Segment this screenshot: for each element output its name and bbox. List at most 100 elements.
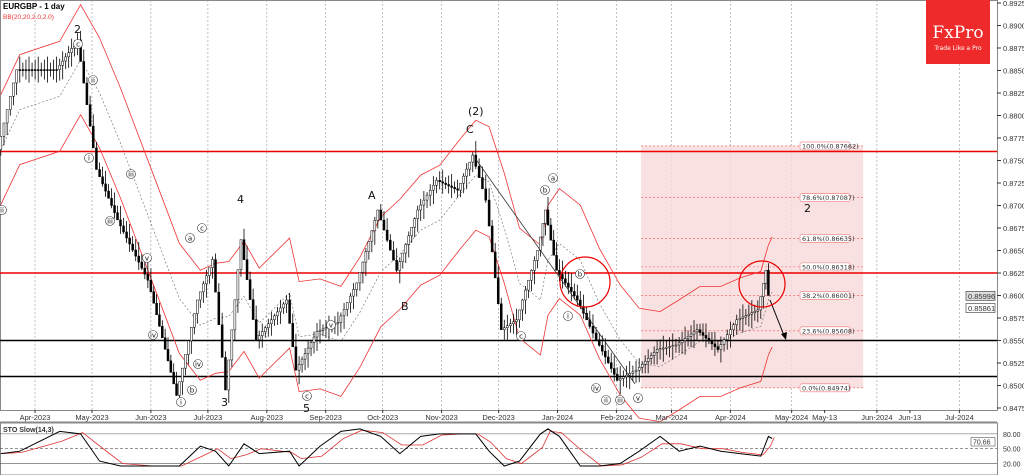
fib-level-label: 23.6%(0.85608): [802, 327, 855, 335]
candle-body: [285, 299, 288, 305]
x-tick-label: Mar-2024: [655, 413, 687, 422]
wave-label: B: [401, 300, 409, 313]
candle-body: [306, 347, 310, 354]
candle-body: [530, 270, 533, 281]
circled-wave-label: iii: [128, 171, 134, 179]
candle-body: [119, 219, 122, 227]
candle-body: [493, 251, 497, 279]
wave-circle: [0, 205, 7, 215]
candle-body: [282, 303, 285, 309]
candle-body: [541, 223, 545, 238]
candle-body: [64, 56, 67, 62]
candle-body: [373, 220, 377, 232]
x-tick-label: May-2023: [75, 413, 108, 422]
candle-body: [604, 350, 607, 358]
x-tick-label: Oct-2023: [367, 413, 398, 422]
fxpro-logo: FxPro Trade Like a Pro: [926, 0, 990, 64]
candle-body: [134, 249, 137, 257]
candle-body: [413, 218, 416, 228]
candle-body: [456, 188, 459, 191]
candle-body: [273, 315, 276, 321]
candle-body: [110, 198, 113, 206]
candle-body: [524, 289, 527, 301]
wave-circle: [185, 233, 195, 243]
fib-label-box: [799, 326, 851, 336]
candle-body: [698, 329, 702, 333]
x-tick-label: Dec-2023: [482, 413, 515, 422]
candle-body: [546, 209, 550, 226]
candle-body: [242, 239, 246, 260]
candle-body: [0, 136, 3, 150]
candle-body: [297, 364, 301, 371]
logo-tagline: Trade Like a Pro: [933, 45, 982, 52]
circled-wave-label: c: [519, 333, 523, 341]
candle-body: [716, 346, 720, 350]
candle-body: [683, 338, 687, 341]
candle-body: [309, 342, 313, 349]
candle-body: [416, 209, 419, 219]
candle-body: [450, 185, 453, 188]
candle-body: [741, 316, 745, 319]
circled-wave-label: iv: [593, 385, 599, 393]
wave-circle: [187, 385, 197, 395]
wave-circle: [326, 320, 336, 330]
candle-body: [131, 243, 134, 251]
candle-body: [88, 104, 92, 127]
fib-label-box: [799, 291, 851, 300]
candle-body: [163, 337, 167, 350]
candle-body: [392, 249, 395, 261]
circled-wave-label: iii: [107, 218, 113, 226]
candle-body: [264, 327, 267, 332]
x-tick-label: Jun-2024: [861, 413, 892, 422]
candle-body: [631, 371, 635, 374]
candle-body: [601, 345, 604, 352]
price-label-box: [965, 303, 996, 313]
candle-body: [674, 344, 678, 347]
candle-body: [561, 274, 564, 280]
current-price-label: 0.85861: [968, 304, 995, 313]
x-tick-label: Sep-2023: [309, 413, 342, 422]
fib-level-label: 100.0%(0.87662): [802, 142, 859, 150]
candle-body: [214, 259, 217, 293]
candle-body: [300, 358, 304, 365]
wave-circle: [142, 253, 152, 263]
candle-body: [40, 69, 43, 71]
candle-body: [465, 168, 468, 177]
candle-body: [172, 372, 175, 385]
candle-body: [462, 175, 465, 184]
logo-brand: FxPro: [932, 23, 983, 43]
circled-wave-label: a: [551, 175, 555, 183]
candle-body: [254, 319, 258, 340]
circled-wave-label: b: [578, 271, 583, 279]
candle-body: [184, 354, 187, 369]
highlight-circle: [559, 256, 611, 308]
circled-wave-label: i: [180, 399, 182, 407]
candle-body: [116, 212, 119, 221]
candle-body: [239, 239, 243, 271]
candle-body: [692, 331, 696, 335]
candle-body: [367, 240, 371, 252]
candle-body: [558, 270, 561, 275]
bollinger-upper: [0, 3, 773, 313]
candle-body: [370, 230, 374, 242]
sto-k-line: [0, 428, 773, 467]
wave-circle: [73, 39, 83, 49]
candle-body: [662, 347, 665, 350]
candle-body: [122, 225, 125, 233]
wave-circle: [591, 383, 601, 393]
candle-body: [15, 69, 18, 84]
candle-body: [358, 272, 362, 284]
candle-body: [677, 342, 681, 346]
fib-label-box: [799, 193, 851, 202]
x-tick-label: May-13: [812, 413, 837, 422]
candle-body: [625, 374, 628, 378]
candle-body: [719, 344, 723, 350]
